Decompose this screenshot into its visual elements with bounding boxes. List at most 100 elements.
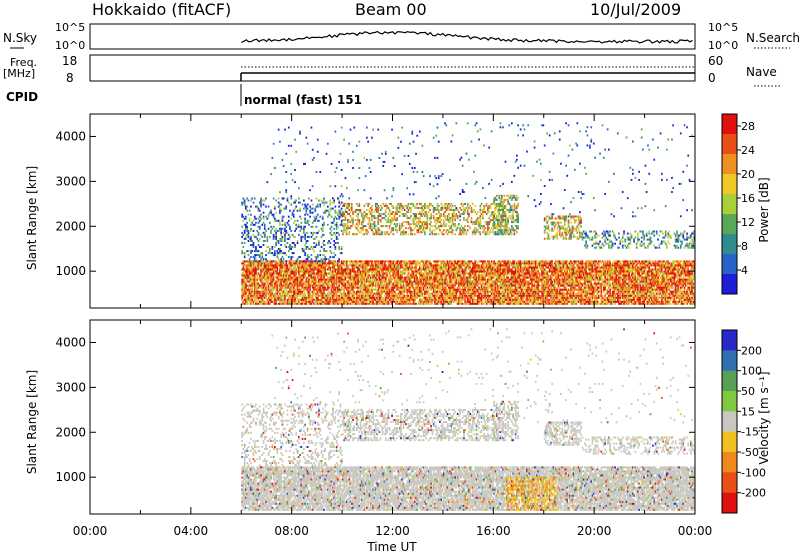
data-cell: [473, 286, 475, 289]
data-cell: [296, 278, 299, 281]
data-cell: [362, 266, 364, 269]
data-cell: [270, 264, 272, 267]
data-cell: [485, 266, 488, 269]
data-cell: [494, 272, 497, 275]
data-cell: [533, 282, 536, 285]
data-cell: [526, 274, 528, 277]
data-cell: [292, 284, 295, 287]
data-cell: [289, 288, 291, 291]
data-cell: [362, 270, 364, 273]
data-cell: [435, 276, 438, 279]
data-cell: [359, 286, 362, 289]
data-cell: [400, 280, 402, 283]
data-cell: [382, 288, 385, 291]
data-cell: [363, 284, 366, 287]
data-cell: [282, 262, 285, 265]
data-cell: [507, 270, 509, 273]
data-cell: [355, 262, 358, 265]
data-cell: [294, 300, 296, 303]
data-cell: [314, 274, 317, 277]
data-cell: [479, 282, 482, 285]
data-cell: [471, 286, 474, 289]
data-cell: [367, 286, 369, 289]
data-cell: [454, 276, 456, 279]
data-cell: [534, 300, 537, 303]
data-cell: [495, 268, 498, 271]
data-cell: [256, 296, 259, 299]
data-cell: [366, 274, 368, 277]
data-cell: [287, 276, 290, 279]
data-cell: [342, 282, 344, 285]
data-cell: [487, 294, 489, 297]
data-cell: [265, 292, 267, 295]
data-cell: [471, 270, 474, 273]
data-cell: [343, 274, 345, 277]
data-cell: [305, 280, 308, 283]
data-cell: [252, 296, 255, 299]
data-cell: [255, 298, 257, 301]
data-cell: [327, 282, 329, 285]
data-cell: [378, 270, 381, 273]
data-cell: [314, 284, 317, 287]
data-cell: [289, 296, 291, 299]
data-cell: [253, 262, 256, 265]
data-cell: [359, 272, 362, 275]
data-cell: [262, 262, 265, 265]
data-cell: [362, 268, 364, 271]
data-cell: [337, 288, 339, 291]
data-cell: [400, 270, 402, 273]
data-cell: [406, 292, 409, 295]
data-cell: [430, 278, 432, 281]
data-cell: [509, 298, 512, 301]
data-cell: [247, 278, 250, 281]
data-cell: [265, 286, 267, 289]
data-cell: [371, 260, 373, 263]
data-cell: [415, 296, 417, 299]
data-cell: [291, 298, 294, 301]
data-cell: [424, 282, 426, 285]
data-cell: [416, 262, 419, 265]
data-cell: [441, 296, 444, 299]
data-cell: [448, 292, 450, 295]
data-cell: [456, 302, 459, 305]
data-cell: [430, 286, 432, 289]
data-cell: [426, 302, 429, 305]
data-cell: [245, 270, 247, 273]
data-cell: [451, 298, 454, 301]
data-cell: [266, 274, 269, 277]
data-cell: [503, 268, 506, 271]
data-cell: [430, 272, 432, 275]
data-cell: [251, 290, 253, 293]
data-cell: [453, 300, 455, 303]
data-cell: [309, 300, 311, 303]
data-cell: [413, 280, 416, 283]
data-cell: [484, 288, 487, 291]
data-cell: [308, 270, 310, 273]
data-cell: [398, 300, 401, 303]
data-cell: [314, 268, 317, 271]
data-cell: [421, 284, 424, 287]
data-cell: [500, 290, 503, 293]
data-cell: [427, 260, 430, 263]
data-cell: [263, 290, 266, 293]
data-cell: [397, 298, 400, 301]
data-cell: [363, 272, 366, 275]
data-cell: [315, 260, 318, 263]
data-cell: [412, 280, 415, 283]
data-cell: [403, 268, 406, 271]
data-cell: [332, 288, 334, 291]
data-cell: [349, 290, 352, 293]
data-cell: [508, 278, 511, 281]
data-cell: [460, 284, 463, 287]
data-cell: [301, 272, 304, 275]
data-cell: [511, 282, 513, 285]
data-cell: [494, 288, 497, 291]
data-cell: [432, 294, 435, 297]
data-cell: [444, 292, 446, 295]
data-cell: [306, 302, 309, 305]
data-cell: [316, 284, 319, 287]
data-cell: [286, 282, 289, 285]
data-cell: [289, 286, 291, 289]
data-cell: [296, 262, 299, 265]
data-cell: [381, 284, 383, 287]
